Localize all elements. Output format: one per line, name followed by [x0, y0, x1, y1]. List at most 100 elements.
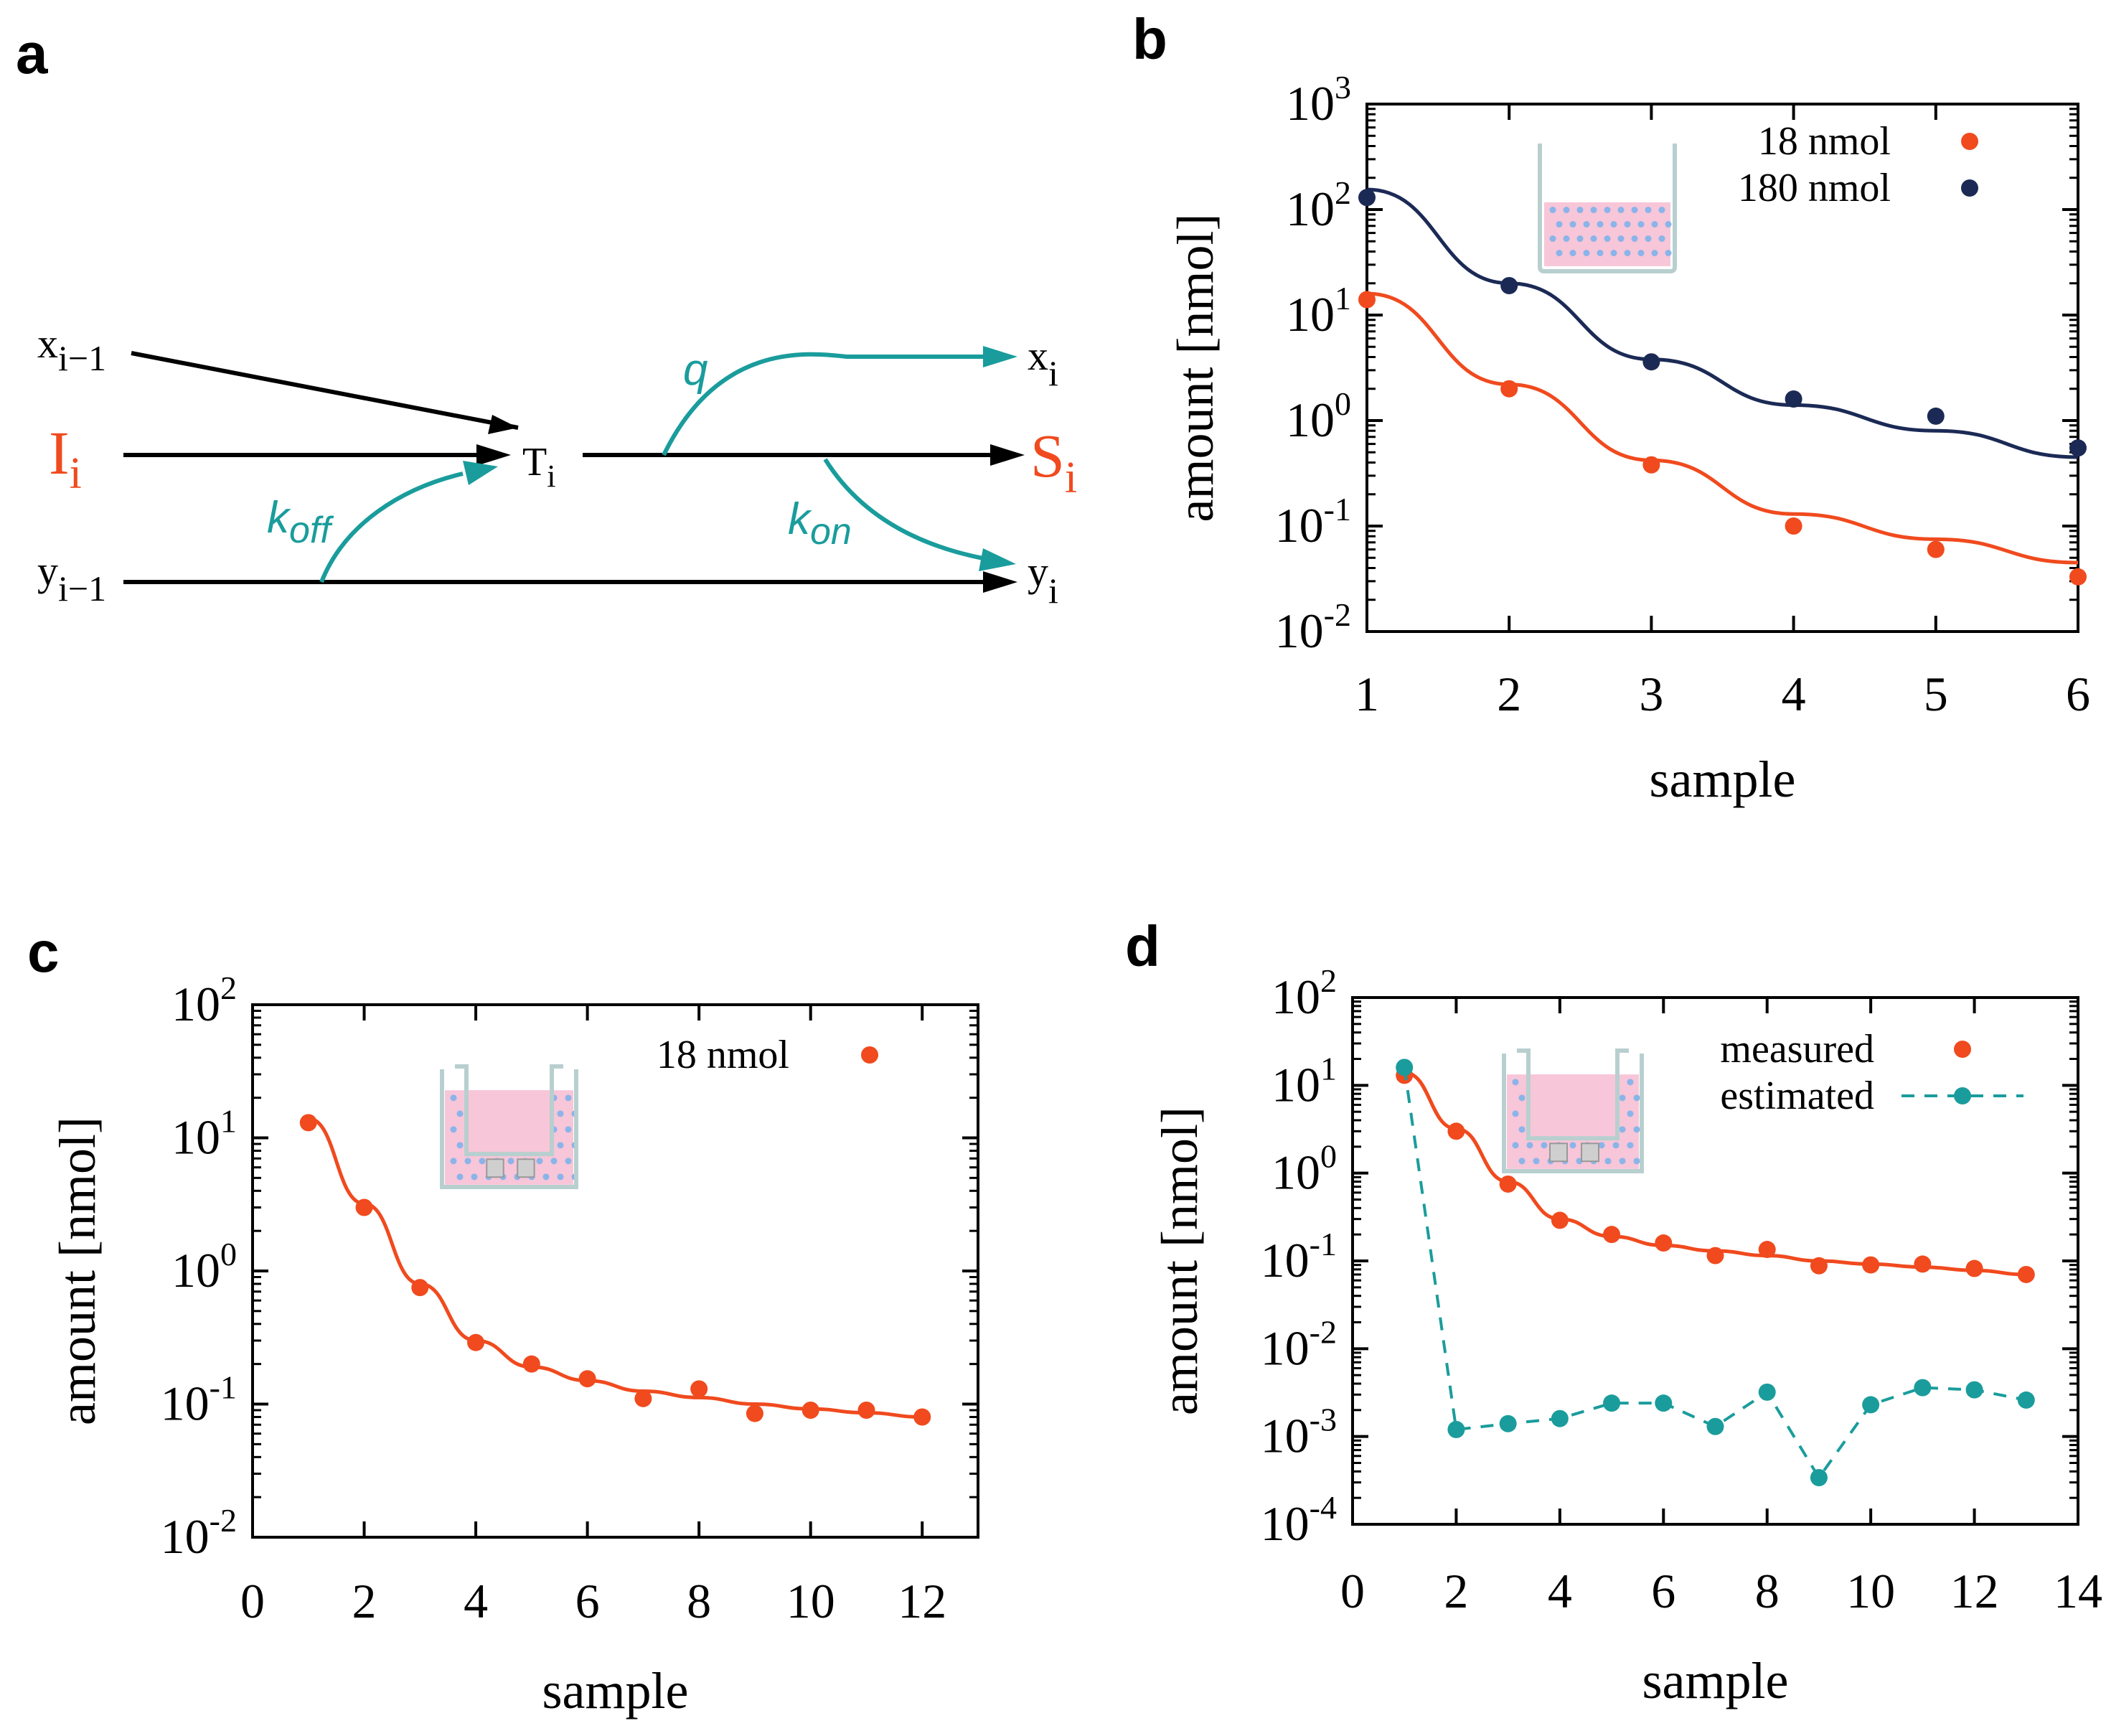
data-point [1500, 277, 1518, 295]
well-dot [1619, 1158, 1626, 1165]
y-tick-label: 102 [1271, 962, 1337, 1024]
data-point [1706, 1417, 1724, 1435]
data-point [467, 1333, 485, 1351]
x-axis-label: sample [1650, 751, 1796, 808]
arrow-kon-curve [823, 458, 984, 560]
beaker-dot [1590, 235, 1597, 243]
legend-label: 180 nmol [1738, 166, 1891, 210]
well-dot [450, 1126, 457, 1133]
data-point [1655, 1394, 1673, 1412]
beaker-dot [1556, 221, 1563, 228]
well-dot [1569, 1142, 1576, 1149]
y-tick-label: 10-2 [1275, 596, 1351, 658]
legend-marker [861, 1046, 878, 1064]
well-dot [479, 1158, 486, 1165]
data-point [1758, 1383, 1776, 1401]
well-dot [1619, 1094, 1626, 1102]
series-estimated [1396, 1059, 2035, 1486]
data-point [1551, 1211, 1569, 1229]
beaker-dot [1549, 235, 1556, 243]
x-axis-label: sample [1642, 1652, 1789, 1709]
well-dot [557, 1173, 564, 1181]
well-dot [565, 1094, 572, 1102]
data-point [1551, 1409, 1569, 1427]
beaker-wall [1538, 144, 1677, 273]
panel-letter-c: c [27, 920, 60, 984]
beaker-dot [1569, 250, 1576, 257]
well-dot [450, 1094, 457, 1102]
insert-liquid [466, 1090, 552, 1155]
series-measured [1396, 1066, 2035, 1283]
well-dot [471, 1173, 478, 1181]
well-dot [1541, 1142, 1548, 1149]
legend-label: 18 nmol [1758, 119, 1891, 164]
well-dot [1518, 1094, 1526, 1102]
plot-frame [1365, 103, 2079, 633]
beaker-dot [1556, 250, 1563, 257]
well-dot [1518, 1126, 1526, 1133]
y-tick-label: 102 [1286, 174, 1351, 236]
arrow-head-icon [463, 461, 498, 485]
arrow-head-icon [476, 444, 511, 466]
beaker-dot [1604, 235, 1611, 243]
legend-label: measured [1720, 1027, 1874, 1071]
x-tick-label: 2 [352, 1574, 377, 1628]
beaker-dot [1563, 207, 1570, 214]
well-dot [542, 1173, 550, 1181]
data-point [1499, 1414, 1517, 1432]
x-tick-label: 5 [1924, 667, 1948, 721]
y-tick-label: 100 [1286, 385, 1351, 447]
well-dot [1598, 1142, 1605, 1149]
well-wall [1502, 1054, 1644, 1173]
data-point [299, 1114, 317, 1132]
y-tick-label: 10-4 [1261, 1489, 1337, 1551]
well-dot [1633, 1158, 1640, 1165]
well-dot [1512, 1142, 1519, 1149]
beaker-dot [1549, 207, 1556, 214]
data-point [2069, 439, 2087, 457]
beaker-dot [1631, 235, 1638, 243]
x-tick-label: 10 [1846, 1564, 1895, 1618]
data-point [1358, 189, 1376, 207]
beaker-dot [1576, 235, 1584, 243]
legend-marker [1954, 1041, 1971, 1058]
legend-marker [1961, 179, 1978, 197]
arrow-koff-curve [319, 471, 464, 583]
data-point [1447, 1122, 1465, 1140]
panel-letter-d: d [1125, 914, 1160, 978]
series-180-nmol [1358, 187, 2087, 459]
data-point [1642, 456, 1660, 474]
dashed-line [1403, 1067, 2027, 1481]
fit-line [1404, 1070, 2026, 1277]
beaker-dot [1624, 250, 1631, 257]
beaker-dot [1583, 221, 1590, 228]
well-dot [1633, 1094, 1640, 1102]
well-dot [1612, 1142, 1620, 1149]
panel-letter-a: a [16, 22, 48, 85]
label-rate-koff: koff [267, 493, 334, 551]
data-point [1447, 1420, 1465, 1438]
label-rate-q: q [683, 345, 708, 395]
data-point [1810, 1257, 1828, 1275]
x-tick-label: 4 [464, 1574, 488, 1628]
x-tick-label: 10 [786, 1574, 835, 1628]
data-point [1914, 1379, 1932, 1397]
well-dot [1619, 1126, 1626, 1133]
panel-a: a xi−1 Ii yi−1 Ti xi Si yi q koff kon [16, 22, 1077, 611]
label-y: yi [1028, 548, 1058, 611]
data-point [1758, 1241, 1776, 1259]
y-tick-label: 10-2 [161, 1502, 237, 1564]
data-point [1785, 390, 1802, 408]
x-tick-label: 4 [1782, 667, 1806, 721]
well-dot [507, 1158, 514, 1165]
beaker-dot [1597, 221, 1604, 228]
beaker-dot [1658, 207, 1665, 214]
data-point [1706, 1247, 1724, 1265]
label-s: Si [1030, 421, 1077, 502]
insert-beaker-icon [1502, 1048, 1644, 1173]
data-point [1603, 1394, 1621, 1412]
data-point [1785, 517, 1802, 535]
well-dot [1512, 1079, 1519, 1086]
y-axis-label: amount [nmol] [1167, 214, 1224, 522]
well-dot [1518, 1158, 1526, 1165]
